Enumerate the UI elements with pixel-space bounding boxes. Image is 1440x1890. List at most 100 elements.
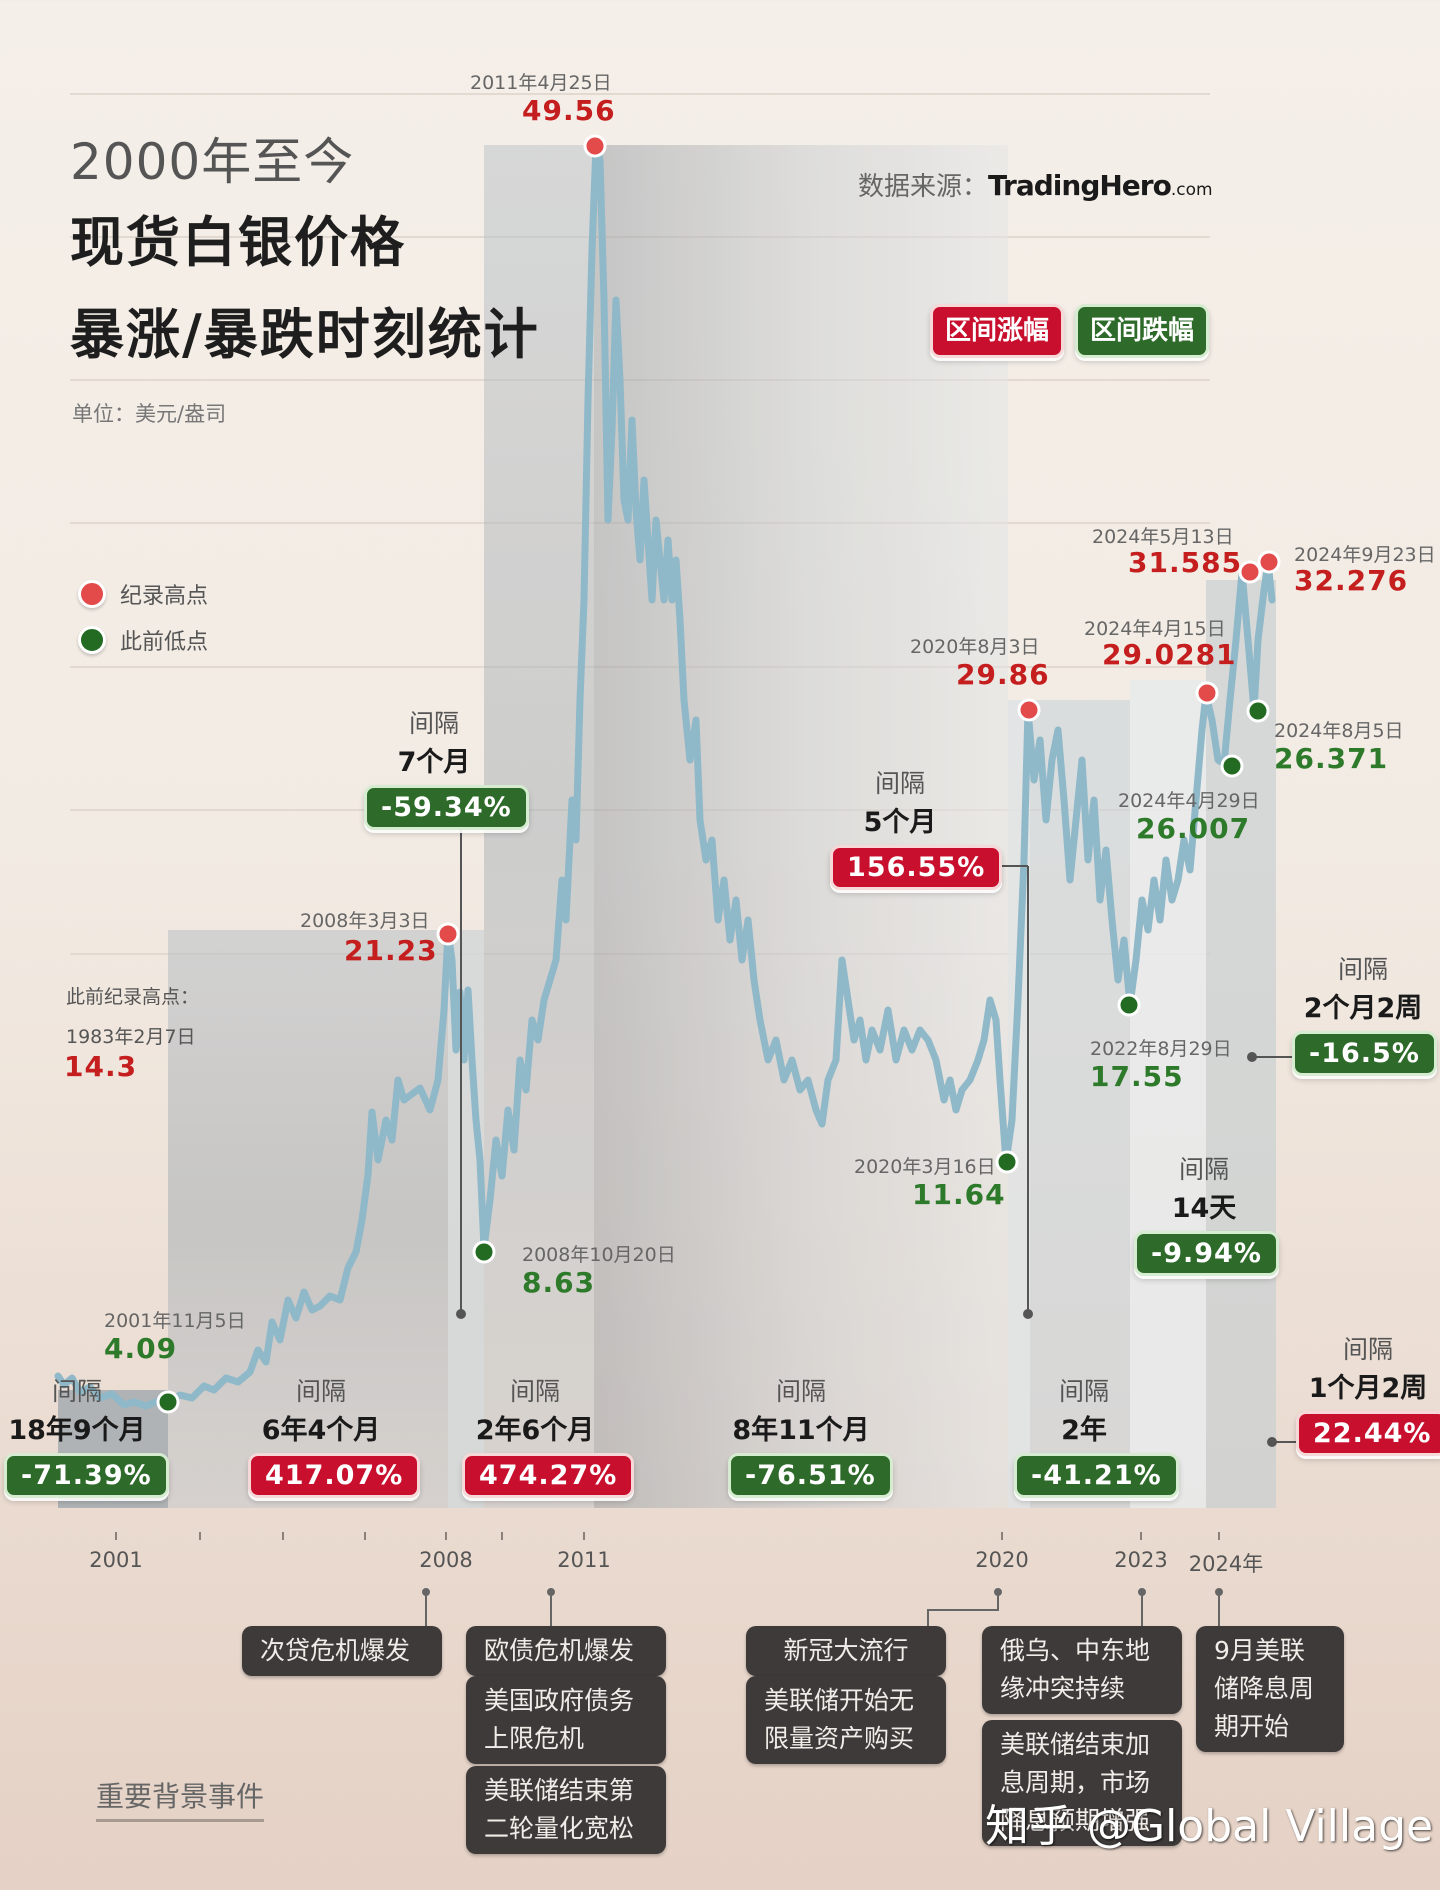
x-axis-label: 2011: [557, 1548, 611, 1572]
event-box: 9月美联储降息周期开始: [1196, 1626, 1344, 1752]
interval-label: 间隔: [51, 1377, 102, 1406]
point-value: 29.0281: [1102, 638, 1237, 671]
dot-high-2020: [1017, 698, 1041, 722]
record-high-dot-icon: [78, 580, 106, 608]
event-box: 欧债危机爆发: [466, 1626, 666, 1676]
x-axis-label: 2024年: [1188, 1552, 1264, 1576]
data-source: 数据来源：TradingHero.com: [858, 166, 1213, 203]
dot-high-2024-04: [1195, 681, 1219, 705]
interval-duration: 8年11个月: [732, 1415, 870, 1446]
interval-annotation: 间隔 1个月2周 22.44%: [1296, 1330, 1440, 1456]
x-axis-label: 2008: [419, 1548, 473, 1572]
interval-annotation: 间隔 5个月 156.55%: [830, 764, 1003, 890]
interval-duration: 1个月2周: [1308, 1373, 1428, 1404]
point-date: 2024年4月15日: [1084, 618, 1226, 640]
x-axis-label: 2001: [89, 1548, 143, 1572]
point-value: 29.86: [956, 658, 1050, 691]
previous-record-date: 1983年2月7日: [66, 1026, 196, 1048]
legend-record-high-label: 纪录高点: [120, 584, 209, 609]
interval-change: 474.27%: [462, 1453, 635, 1498]
data-point-dots: [156, 134, 1281, 1414]
interval-change: 22.44%: [1296, 1411, 1440, 1456]
event-box: 新冠大流行: [746, 1626, 946, 1676]
source-suffix: .com: [1170, 180, 1213, 200]
interval-label: 间隔: [1342, 1335, 1393, 1364]
point-value: 26.371: [1274, 742, 1389, 775]
source-label: 数据来源：: [858, 172, 989, 202]
previous-record-label: 此前纪录高点：: [66, 986, 200, 1008]
interval-label: 间隔: [1178, 1155, 1229, 1184]
interval-duration: 18年9个月: [8, 1415, 146, 1446]
interval-change: -71.39%: [4, 1453, 169, 1498]
event-box: 次贷危机爆发: [242, 1626, 442, 1676]
dot-high-2024-05: [1238, 560, 1262, 584]
dot-low-2008: [472, 1240, 496, 1264]
previous-record-value: 14.3: [64, 1050, 138, 1083]
dot-high-2024-09: [1257, 550, 1281, 574]
x-axis-label: 2023: [1114, 1548, 1168, 1572]
interval-duration: 14天: [1171, 1193, 1237, 1224]
event-connectors: [422, 1588, 1223, 1626]
interval-label: 间隔: [1337, 955, 1388, 984]
dot-low-2024-04: [1220, 754, 1244, 778]
interval-duration: 7个月: [397, 747, 471, 778]
interval-duration: 6年4个月: [261, 1415, 381, 1446]
interval-label: 间隔: [775, 1377, 826, 1406]
interval-label: 间隔: [509, 1377, 560, 1406]
legend-rise: 区间涨幅: [930, 304, 1065, 358]
interval-annotation: 间隔 8年11个月 -76.51%: [728, 1372, 893, 1498]
point-value: 49.56: [522, 94, 616, 127]
interval-annotation: 间隔 2年6个月 474.27%: [462, 1372, 635, 1498]
point-date: 2024年9月23日: [1294, 544, 1436, 566]
point-date: 2020年3月16日: [854, 1156, 996, 1178]
interval-label: 间隔: [874, 769, 925, 798]
point-date: 2020年8月3日: [910, 636, 1040, 658]
events-title: 重要背景事件: [96, 1775, 265, 1822]
x-axis-label: 2020: [975, 1548, 1029, 1572]
interval-annotation: 间隔 2年 -41.21%: [1014, 1372, 1179, 1498]
price-line: [54, 141, 1276, 1410]
point-value: 4.09: [104, 1332, 178, 1365]
source-name: TradingHero: [988, 169, 1172, 202]
point-date: 2024年8月5日: [1274, 720, 1404, 742]
interval-annotation: 间隔 6年4个月 417.07%: [248, 1372, 421, 1498]
point-date: 2024年5月13日: [1092, 526, 1234, 548]
point-value: 17.55: [1090, 1060, 1184, 1093]
interval-label: 间隔: [295, 1377, 346, 1406]
point-date: 2011年4月25日: [470, 72, 612, 94]
dot-low-2024-08: [1246, 699, 1270, 723]
interval-change: -16.5%: [1292, 1031, 1437, 1076]
point-date: 2008年10月20日: [522, 1244, 676, 1266]
point-value: 11.64: [912, 1178, 1006, 1211]
point-date: 2024年4月29日: [1118, 790, 1260, 812]
point-date: 2022年8月29日: [1090, 1038, 1232, 1060]
dot-low-2001: [156, 1390, 180, 1414]
dot-low-2020: [995, 1150, 1019, 1174]
interval-change: 156.55%: [830, 845, 1003, 890]
interval-duration: 2年: [1061, 1415, 1107, 1446]
interval-change: -59.34%: [364, 785, 529, 830]
title-period: 2000年至今: [70, 133, 355, 191]
interval-label: 间隔: [1058, 1377, 1109, 1406]
point-value: 31.585: [1128, 546, 1243, 579]
interval-change: -9.94%: [1134, 1231, 1279, 1276]
event-box: 美国政府债务上限危机: [466, 1676, 666, 1764]
point-value: 8.63: [522, 1266, 596, 1299]
point-date: 2008年3月3日: [300, 910, 430, 932]
legend-previous-low-label: 此前低点: [120, 630, 209, 655]
dot-high-2008: [436, 922, 460, 946]
title-sub: 暴涨/暴跌时刻统计: [70, 303, 540, 366]
previous-low-dot-icon: [78, 626, 106, 654]
interval-label: 间隔: [408, 709, 459, 738]
interval-change: -76.51%: [728, 1453, 893, 1498]
interval-duration: 2个月2周: [1303, 993, 1423, 1024]
dot-high-2011: [583, 134, 607, 158]
event-box: 美联储结束第二轮量化宽松: [466, 1766, 666, 1854]
interval-annotation: 间隔 14天 -9.94%: [1134, 1150, 1279, 1276]
interval-change: 417.07%: [248, 1453, 421, 1498]
point-value: 21.23: [344, 934, 438, 967]
interval-annotation: 间隔 2个月2周 -16.5%: [1292, 950, 1437, 1076]
x-axis-ticks: [115, 1532, 1220, 1540]
interval-duration: 5个月: [863, 807, 937, 838]
